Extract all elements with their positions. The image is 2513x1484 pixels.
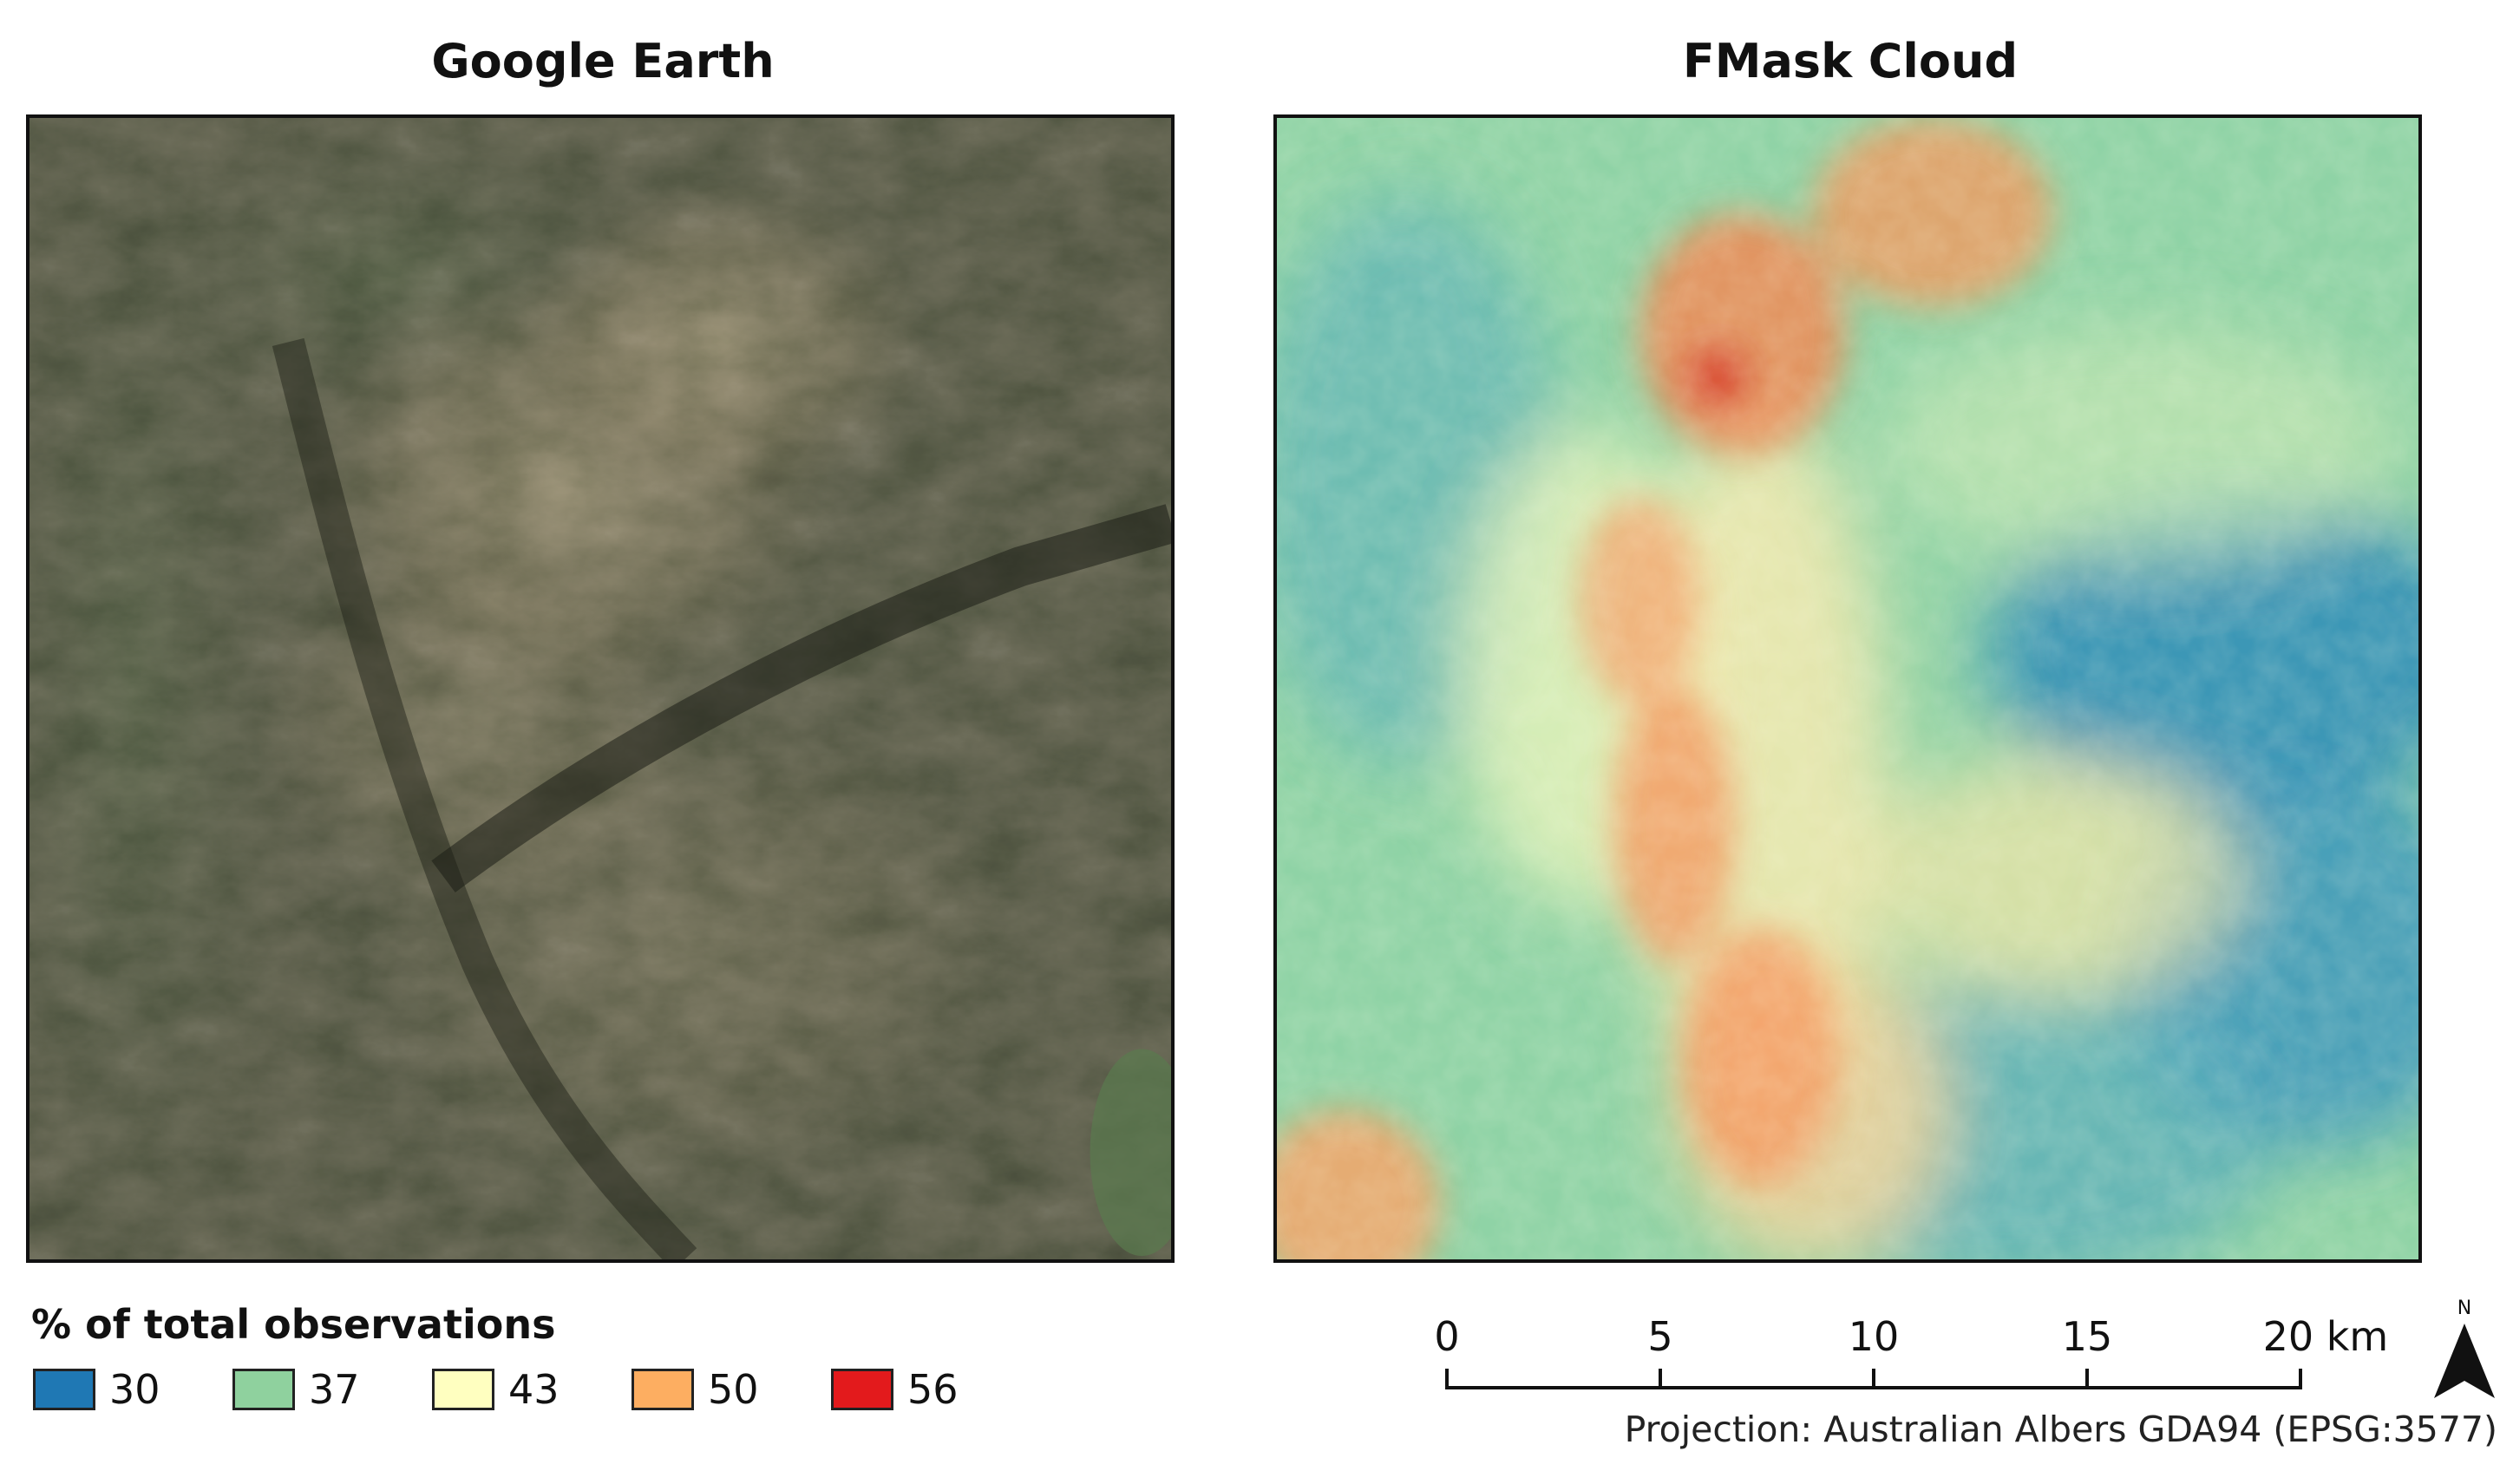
- legend-label: 37: [309, 1366, 360, 1413]
- legend-item: 56: [831, 1365, 1022, 1414]
- legend-label: 43: [508, 1366, 560, 1413]
- legend-label: 50: [708, 1366, 759, 1413]
- projection-note: Projection: Australian Albers GDA94 (EPS…: [1624, 1409, 2497, 1450]
- legend-swatch: [232, 1369, 295, 1410]
- legend-item: 30: [33, 1365, 224, 1414]
- legend-swatch: [831, 1369, 893, 1410]
- legend-label: 56: [907, 1366, 959, 1413]
- legend-title: % of total observations: [31, 1301, 556, 1348]
- legend-swatch: [432, 1369, 494, 1410]
- scale-tick-label: 10: [1848, 1313, 1900, 1360]
- satellite-image-map[interactable]: [26, 114, 1175, 1263]
- right-panel-title: FMask Cloud: [1682, 34, 2019, 88]
- left-panel-title: Google Earth: [431, 34, 775, 88]
- satellite-image: [29, 118, 1171, 1259]
- legend-label: 30: [109, 1366, 160, 1413]
- legend-swatch: [33, 1369, 95, 1410]
- legend-item: 50: [632, 1365, 822, 1414]
- fmask-cloud-map[interactable]: [1273, 114, 2422, 1263]
- cloud-frequency-raster: [1277, 118, 2418, 1259]
- scale-bar: 0 5 10 15 20 km: [1423, 1301, 2388, 1405]
- scale-tick-label: 0: [1434, 1313, 1460, 1360]
- north-arrow-icon: N: [2425, 1298, 2503, 1402]
- north-label: N: [2457, 1298, 2472, 1319]
- legend-swatch: [632, 1369, 694, 1410]
- legend-item: 37: [232, 1365, 423, 1414]
- scale-tick-label: 15: [2061, 1313, 2113, 1360]
- scale-bar-line: [1445, 1369, 2302, 1389]
- scale-tick-label: 20 km: [2262, 1313, 2389, 1360]
- scale-tick-label: 5: [1647, 1313, 1673, 1360]
- legend-item: 43: [432, 1365, 623, 1414]
